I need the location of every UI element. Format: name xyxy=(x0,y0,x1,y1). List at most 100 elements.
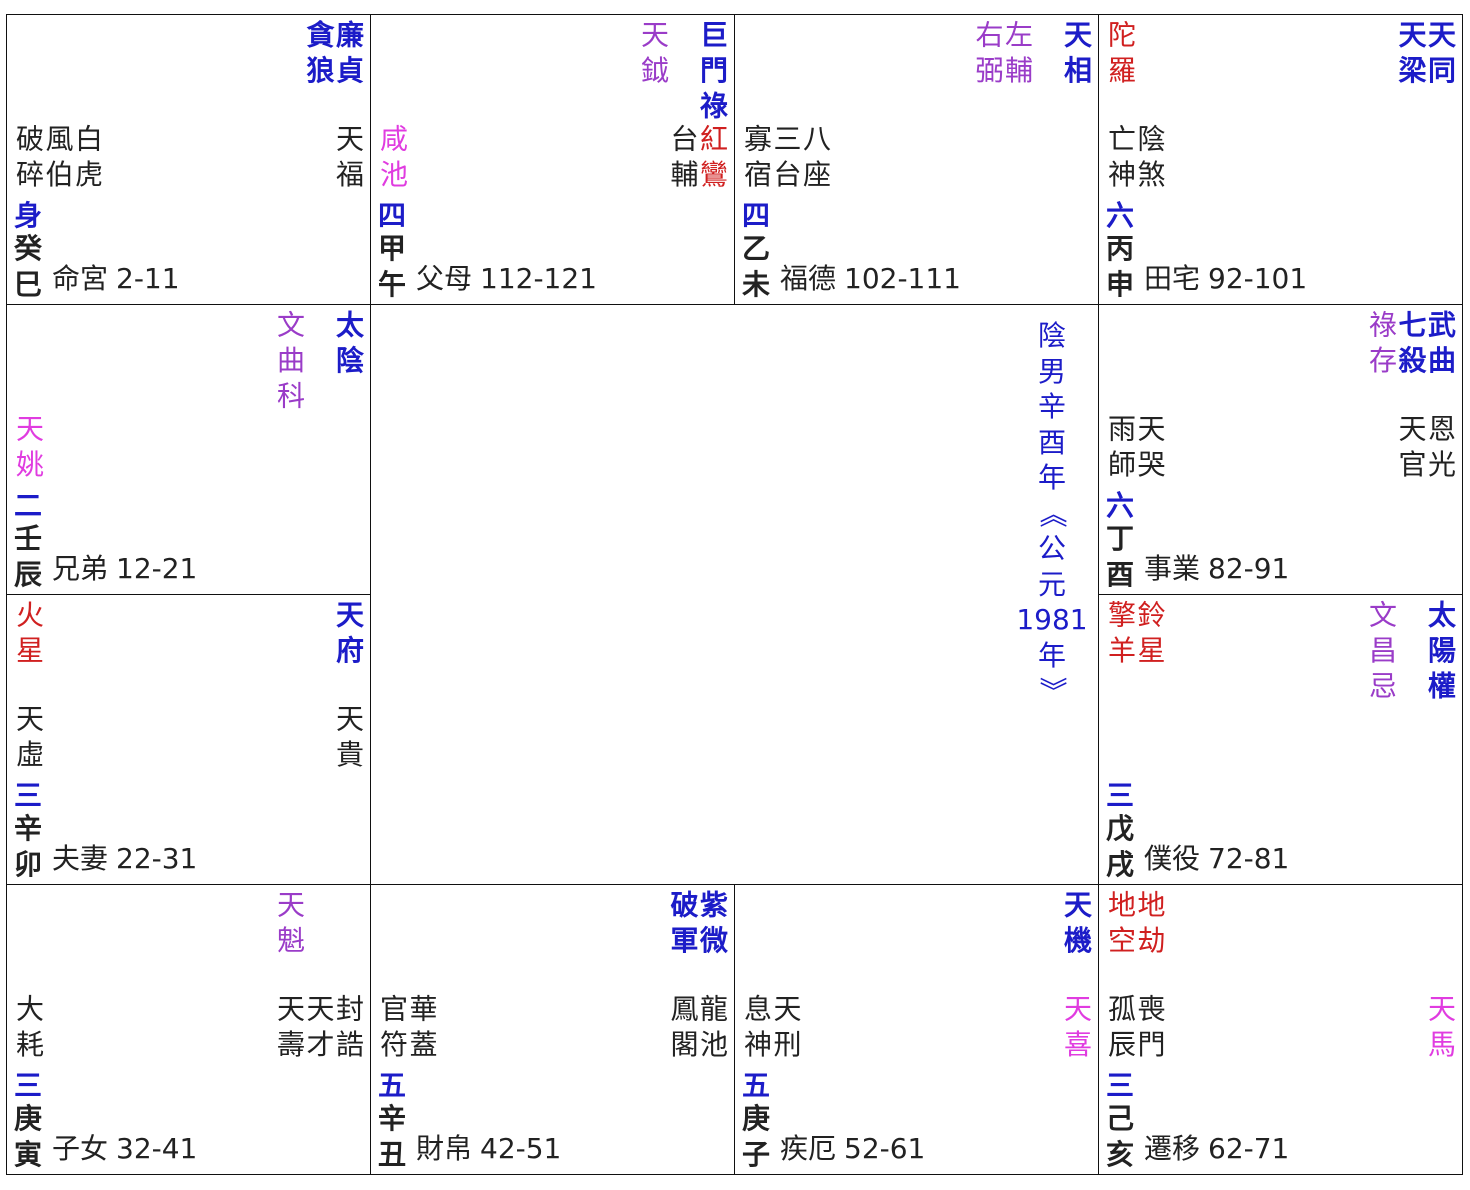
palace-name: 命宮 xyxy=(52,262,109,295)
main-star: 貪狼 xyxy=(302,20,336,91)
minor-star: 陰煞 xyxy=(1133,124,1167,195)
palace-marker: 三 xyxy=(13,1069,42,1102)
earthly-branch: 亥 xyxy=(1105,1138,1134,1171)
minor-star: 三台 xyxy=(769,124,803,195)
main-star: 太陰 xyxy=(332,310,365,381)
earthly-branch: 申 xyxy=(1105,268,1134,301)
earthly-branch: 未 xyxy=(741,268,770,301)
palace-ages: 72-81 xyxy=(1208,842,1290,875)
minor-star: 天喜 xyxy=(1060,994,1093,1065)
earthly-branch: 午 xyxy=(377,268,406,301)
main-star: 破軍 xyxy=(666,890,700,961)
palace-marker: 三 xyxy=(1105,779,1134,812)
minor-star: 喪門 xyxy=(1133,994,1167,1065)
earthly-branch: 巳 xyxy=(13,268,42,301)
palace-name: 事業 xyxy=(1144,552,1201,585)
palace-ages: 42-51 xyxy=(480,1132,562,1165)
heavenly-stem: 辛 xyxy=(13,812,42,845)
minor-star: 封誥 xyxy=(332,994,365,1065)
palace-ages: 2-11 xyxy=(116,262,180,295)
minor-star: 天官 xyxy=(1394,414,1428,485)
palace-ages: 22-31 xyxy=(116,842,198,875)
heavenly-stem: 壬 xyxy=(13,522,42,555)
aux-star: 文昌忌 xyxy=(1365,600,1398,707)
palace-ages: 82-91 xyxy=(1208,552,1290,585)
minor-star: 大耗 xyxy=(12,994,45,1065)
palace-marker: 四 xyxy=(377,199,406,232)
minor-star: 息神 xyxy=(740,994,773,1065)
left-star: 鈴星 xyxy=(1133,600,1167,671)
palace-marker: 二 xyxy=(13,489,42,522)
earthly-branch: 酉 xyxy=(1105,558,1134,591)
palace-name: 兄弟 xyxy=(52,552,109,585)
aux-star: 左輔 xyxy=(1001,20,1034,91)
palace-name: 父母 xyxy=(416,262,473,295)
main-star: 廉貞 xyxy=(332,20,365,91)
minor-star: 鳳閣 xyxy=(666,994,700,1065)
palace-name: 子女 xyxy=(52,1132,109,1165)
aux-star: 文曲科 xyxy=(273,310,306,417)
palace-ages: 92-101 xyxy=(1208,262,1308,295)
palace-marker: 六 xyxy=(1105,489,1134,522)
minor-star: 天哭 xyxy=(1133,414,1167,485)
aux-star: 天魁 xyxy=(273,890,306,961)
main-star: 七殺 xyxy=(1394,310,1428,381)
palace-marker: 五 xyxy=(741,1069,770,1102)
minor-star: 雨師 xyxy=(1104,414,1137,485)
palace-name: 田宅 xyxy=(1144,262,1201,295)
palace-name: 福德 xyxy=(780,262,837,295)
main-star: 太陽權 xyxy=(1424,600,1457,707)
minor-star: 華蓋 xyxy=(405,994,439,1065)
earthly-branch: 卯 xyxy=(13,848,42,881)
earthly-branch: 戌 xyxy=(1105,848,1134,881)
minor-star: 破碎 xyxy=(12,124,45,195)
main-star: 天機 xyxy=(1060,890,1093,961)
left-star: 火星 xyxy=(12,600,45,671)
main-star: 天府 xyxy=(332,600,365,671)
minor-star: 天壽 xyxy=(273,994,306,1065)
heavenly-stem: 辛 xyxy=(377,1102,406,1135)
aux-star: 右弼 xyxy=(971,20,1005,91)
heavenly-stem: 庚 xyxy=(13,1102,42,1135)
minor-star: 龍池 xyxy=(696,994,729,1065)
main-star: 巨門祿 xyxy=(696,20,729,127)
palace-ages: 32-41 xyxy=(116,1132,198,1165)
minor-star: 台輔 xyxy=(666,124,700,195)
heavenly-stem: 甲 xyxy=(377,232,406,265)
left-star: 地劫 xyxy=(1133,890,1167,961)
minor-star: 天刑 xyxy=(769,994,803,1065)
heavenly-stem: 丁 xyxy=(1105,522,1134,555)
minor-star: 天福 xyxy=(332,124,365,195)
main-star: 武曲 xyxy=(1424,310,1457,381)
heavenly-stem: 戊 xyxy=(1105,812,1134,845)
minor-star: 天才 xyxy=(302,994,336,1065)
heavenly-stem: 乙 xyxy=(741,232,770,265)
palace-name: 僕役 xyxy=(1144,842,1201,875)
palace-ages: 52-61 xyxy=(844,1132,926,1165)
minor-star: 恩光 xyxy=(1424,414,1457,485)
palace-marker: 四 xyxy=(741,199,770,232)
heavenly-stem: 己 xyxy=(1105,1102,1134,1135)
main-star: 天梁 xyxy=(1394,20,1428,91)
center-cell xyxy=(370,304,1099,885)
palace-name: 遷移 xyxy=(1144,1132,1201,1165)
heavenly-stem: 丙 xyxy=(1105,232,1134,265)
minor-star: 風伯 xyxy=(41,124,75,195)
left-star: 陀羅 xyxy=(1104,20,1137,91)
palace-name: 財帛 xyxy=(416,1132,473,1165)
center-text: 陰男辛酉年《公元 1981 年》 xyxy=(1016,319,1088,705)
palace-marker: 五 xyxy=(377,1069,406,1102)
palace-marker: 六 xyxy=(1105,199,1134,232)
palace-name: 夫妻 xyxy=(52,842,109,875)
earthly-branch: 寅 xyxy=(13,1138,42,1171)
heavenly-stem: 癸 xyxy=(13,232,42,265)
palace-ages: 12-21 xyxy=(116,552,198,585)
minor-star: 官符 xyxy=(376,994,409,1065)
minor-star: 天虛 xyxy=(12,704,45,775)
minor-star: 紅鸞 xyxy=(696,124,729,195)
minor-star: 孤辰 xyxy=(1104,994,1137,1065)
main-star: 天同 xyxy=(1424,20,1457,91)
aux-star: 祿存 xyxy=(1365,310,1398,381)
